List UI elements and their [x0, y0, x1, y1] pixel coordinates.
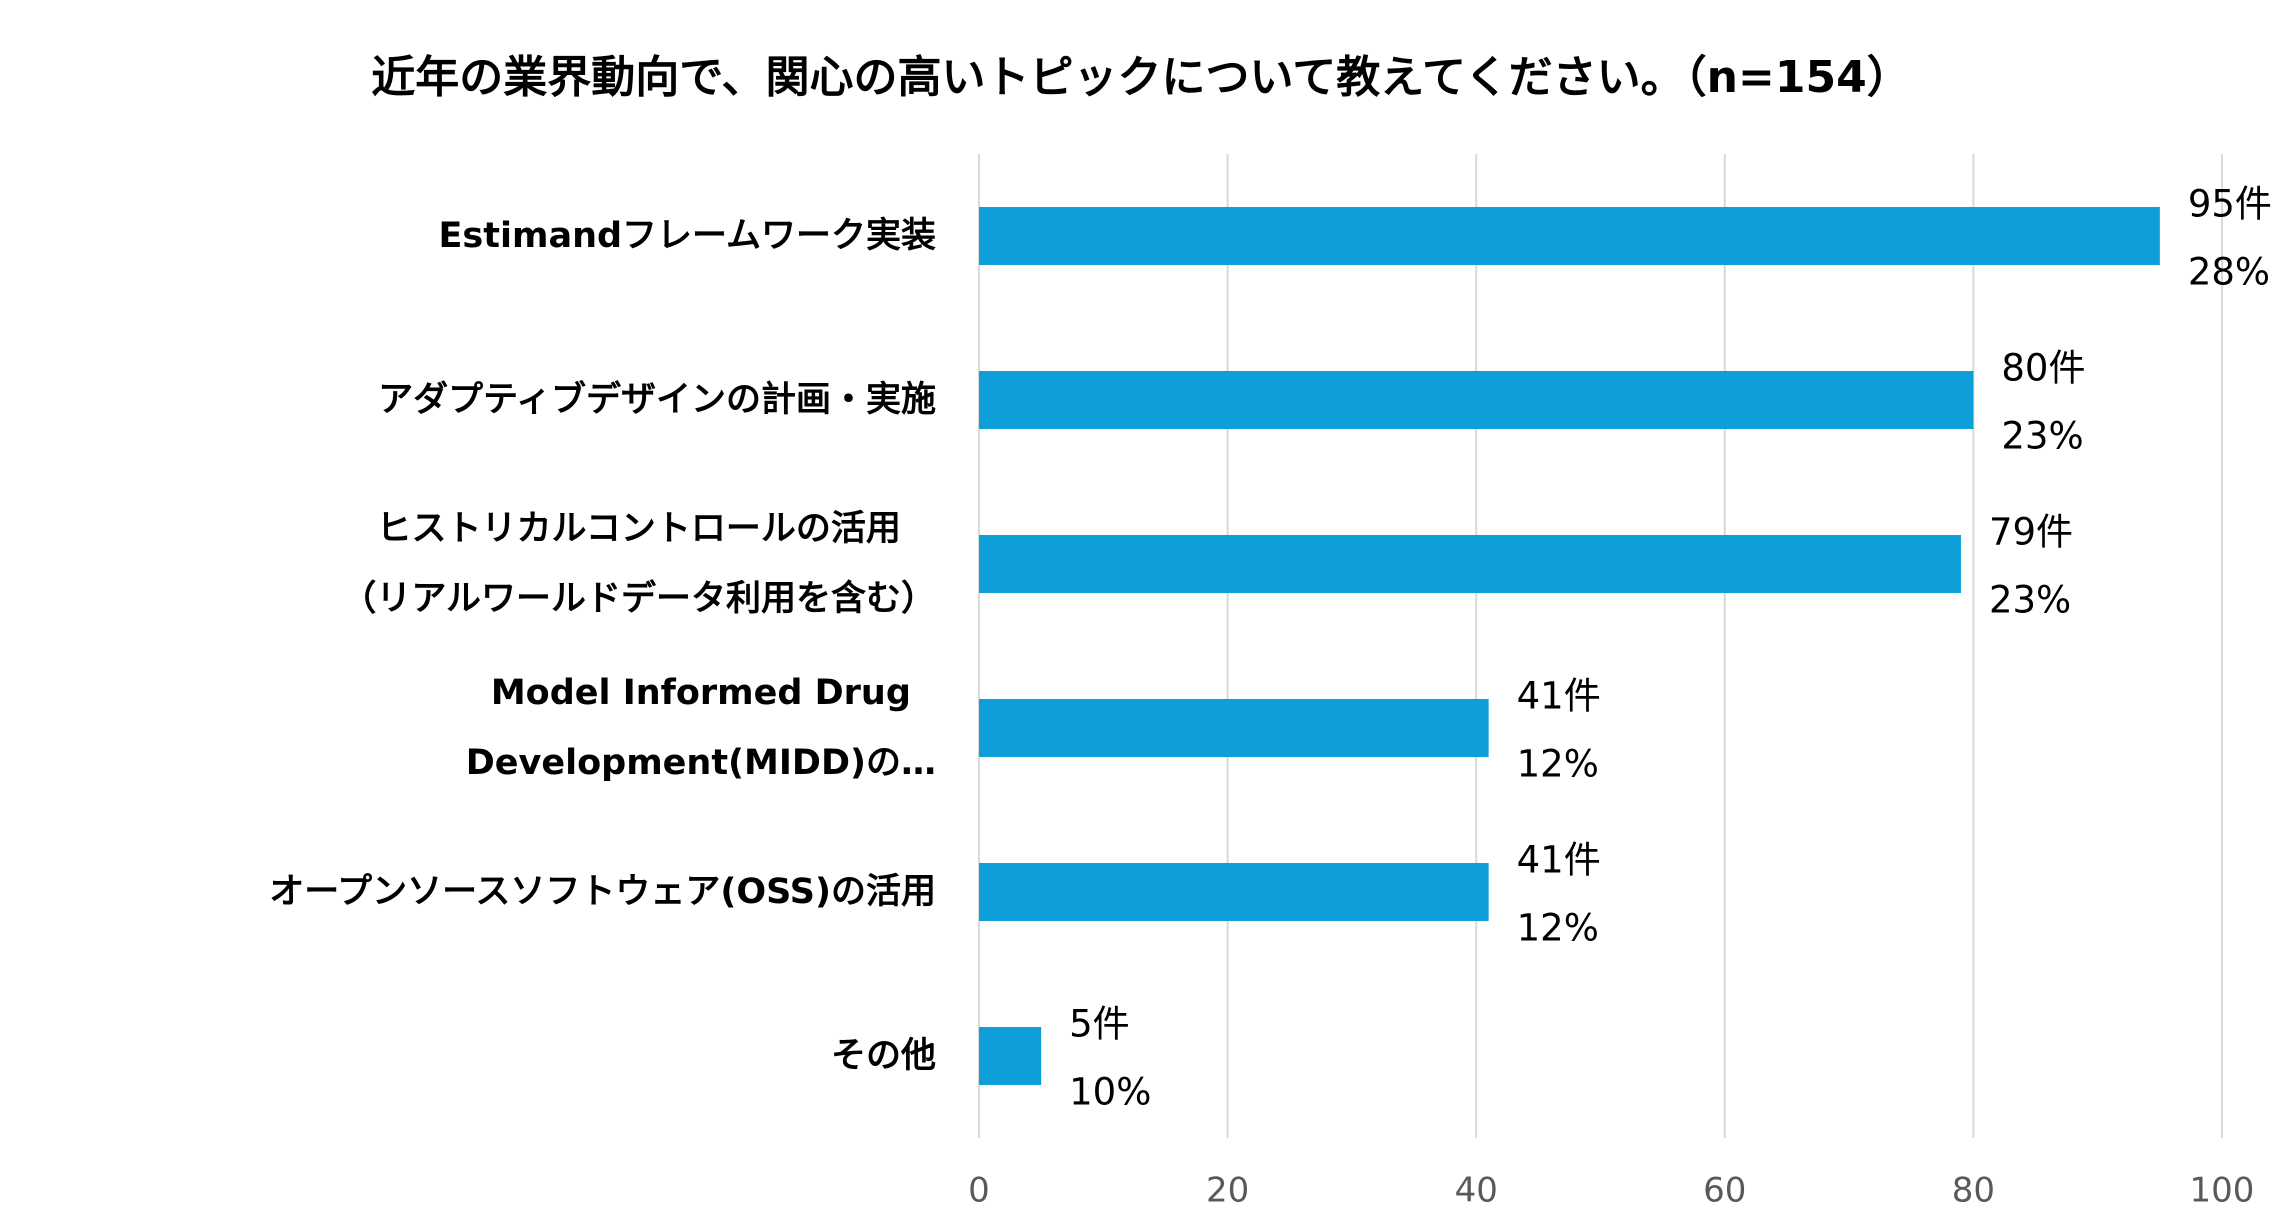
category-label-box: アダプティブデザインの計画・実施	[378, 365, 936, 435]
bar	[979, 863, 1489, 921]
share-label: 10%	[1069, 1071, 1151, 1114]
share-label: 12%	[1517, 907, 1599, 950]
y-tick-label: オープンソースソフトウェア(OSS)の活用	[269, 872, 936, 912]
x-tick-label: 0	[968, 1171, 990, 1211]
value-label: 79件	[1989, 511, 2073, 554]
y-tick-label: Model Informed Drug Development(MIDD)の…	[465, 673, 936, 783]
x-tick-label: 80	[1952, 1171, 1995, 1211]
x-tick-label: 20	[1206, 1171, 1249, 1211]
category-label-box: ヒストリカルコントロールの活用 （リアルワールドデータ利用を含む）	[341, 494, 936, 634]
category-label-box: オープンソースソフトウェア(OSS)の活用	[269, 857, 936, 927]
x-tick-label: 100	[2190, 1171, 2255, 1211]
bar	[979, 1027, 1042, 1085]
share-label: 23%	[2001, 415, 2083, 458]
x-tick-label: 60	[1703, 1171, 1746, 1211]
y-tick-label: ヒストリカルコントロールの活用 （リアルワールドデータ利用を含む）	[341, 509, 936, 619]
chart-title: 近年の業界動向で、関心の高いトピックについて教えてください。（n=154）	[371, 52, 1910, 103]
bar	[979, 207, 2160, 265]
share-label: 12%	[1517, 743, 1599, 786]
bar	[979, 699, 1489, 757]
value-label: 41件	[1517, 675, 1601, 718]
value-label: 41件	[1517, 839, 1601, 882]
y-tick-label: その他	[830, 1036, 936, 1076]
bar	[979, 535, 1961, 593]
share-label: 23%	[1989, 579, 2071, 622]
bar	[979, 371, 1974, 429]
value-label: 95件	[2188, 183, 2272, 226]
x-tick-label: 40	[1455, 1171, 1498, 1211]
category-label-box: その他	[831, 1021, 936, 1091]
category-label-box: Estimandフレームワーク実装	[439, 201, 936, 271]
value-label: 5件	[1069, 1003, 1130, 1046]
value-label: 80件	[2001, 347, 2085, 390]
y-tick-label: Estimandフレームワーク実装	[438, 216, 936, 256]
share-label: 28%	[2188, 251, 2270, 294]
category-label-box: Model Informed Drug Development(MIDD)の…	[466, 658, 936, 798]
y-tick-label: アダプティブデザインの計画・実施	[378, 380, 936, 420]
